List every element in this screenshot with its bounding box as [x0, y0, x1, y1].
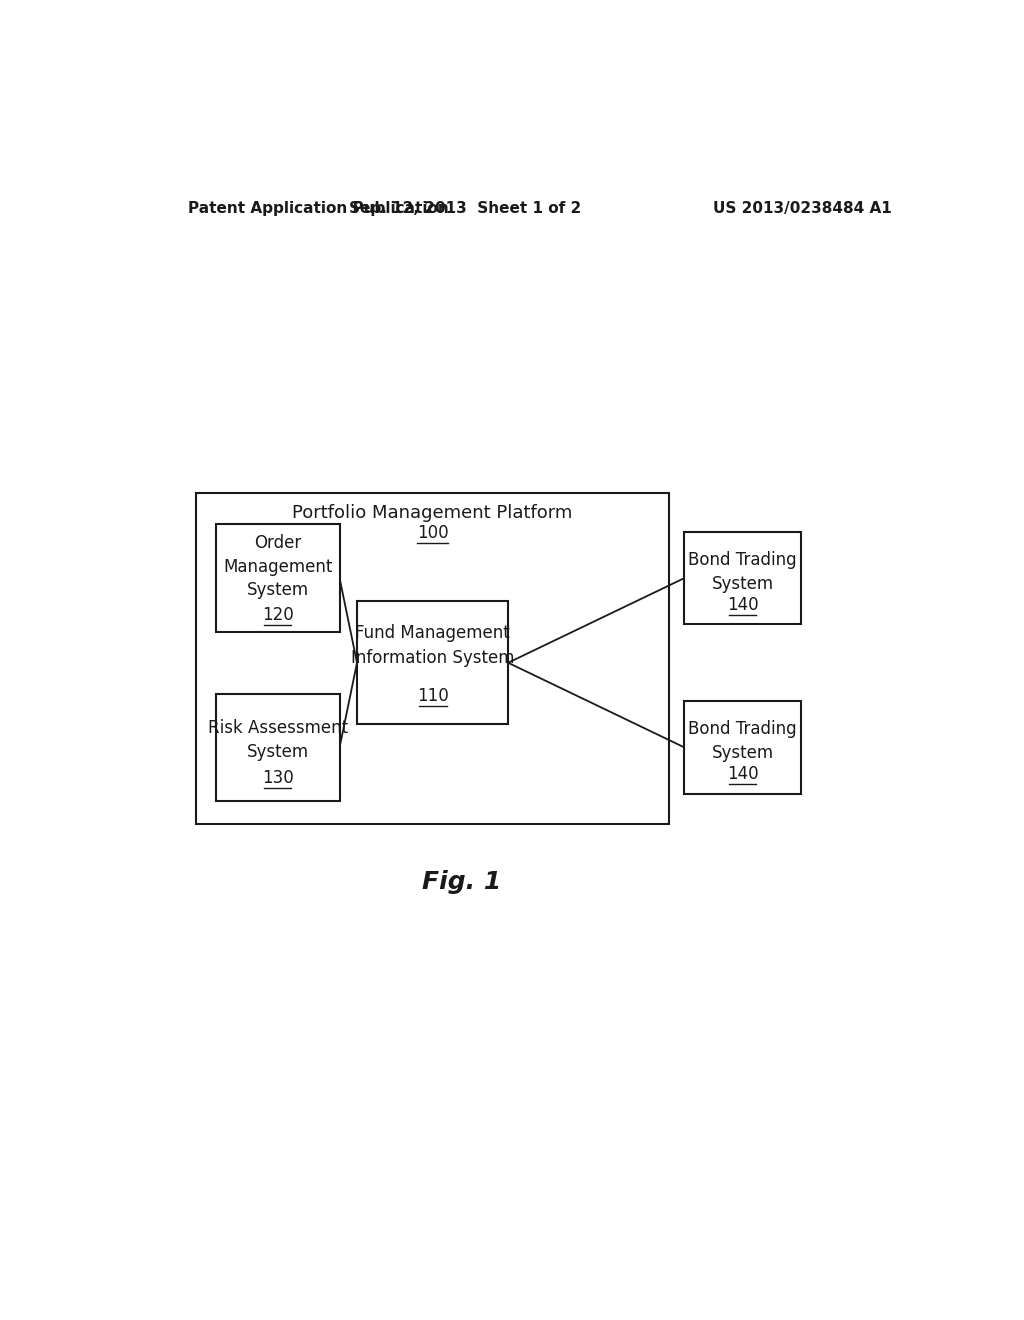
Text: Patent Application Publication: Patent Application Publication [188, 201, 450, 216]
Text: Bond Trading
System: Bond Trading System [688, 550, 797, 593]
Bar [684, 701, 801, 793]
Text: Sep. 12, 2013  Sheet 1 of 2: Sep. 12, 2013 Sheet 1 of 2 [349, 201, 582, 216]
Bar [357, 601, 508, 725]
Text: 100: 100 [417, 524, 449, 543]
Text: US 2013/0238484 A1: US 2013/0238484 A1 [713, 201, 892, 216]
Text: 130: 130 [262, 770, 294, 787]
Text: 140: 140 [727, 597, 759, 614]
Bar [216, 693, 340, 801]
Text: Risk Assessment
System: Risk Assessment System [208, 719, 347, 760]
Text: Fig. 1: Fig. 1 [422, 870, 501, 894]
Bar [684, 532, 801, 624]
Text: 110: 110 [417, 686, 449, 705]
Text: Portfolio Management Platform: Portfolio Management Platform [293, 504, 572, 521]
Text: Fund Management
Information System: Fund Management Information System [351, 624, 514, 668]
Text: 120: 120 [262, 606, 294, 624]
Bar [197, 494, 669, 825]
Text: 140: 140 [727, 766, 759, 783]
Text: Order
Management
System: Order Management System [223, 533, 332, 599]
Text: Bond Trading
System: Bond Trading System [688, 721, 797, 762]
Bar [216, 524, 340, 632]
